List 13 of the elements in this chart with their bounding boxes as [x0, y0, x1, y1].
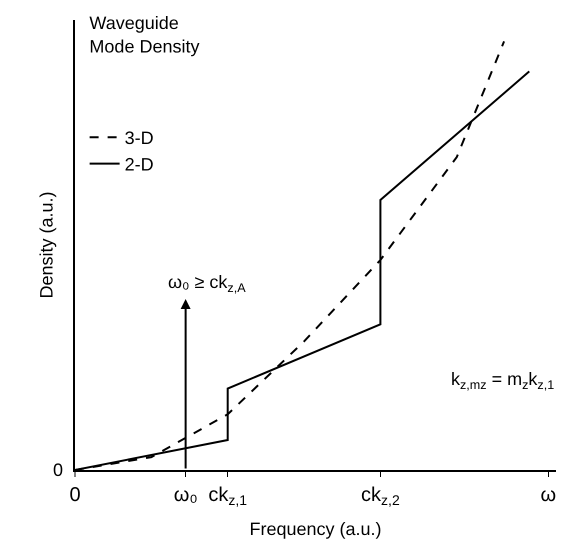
annotation: ω₀ ≥ ck$_{z,A}$: [168, 272, 246, 295]
x-tick-label: ω₀: [174, 484, 198, 506]
annotation: k$_{z,mz}$ = m$_{z}$k$_{z,1}$: [451, 369, 554, 392]
x-axis-title: Frequency (a.u.): [249, 518, 382, 539]
x-tick-label: ω: [540, 484, 556, 506]
x-tick-label: ck$_{z,2}$: [361, 484, 400, 508]
legend-label: 3-D: [124, 128, 154, 148]
x-tick-label: 0: [69, 484, 81, 506]
chart-title: Waveguide Mode Density: [89, 13, 200, 56]
text: 0: [53, 460, 64, 480]
y-axis-title: Density (a.u.): [36, 191, 57, 299]
x-tick-label: ck$_{z,1}$: [208, 484, 248, 508]
legend-label: 2-D: [124, 154, 154, 175]
